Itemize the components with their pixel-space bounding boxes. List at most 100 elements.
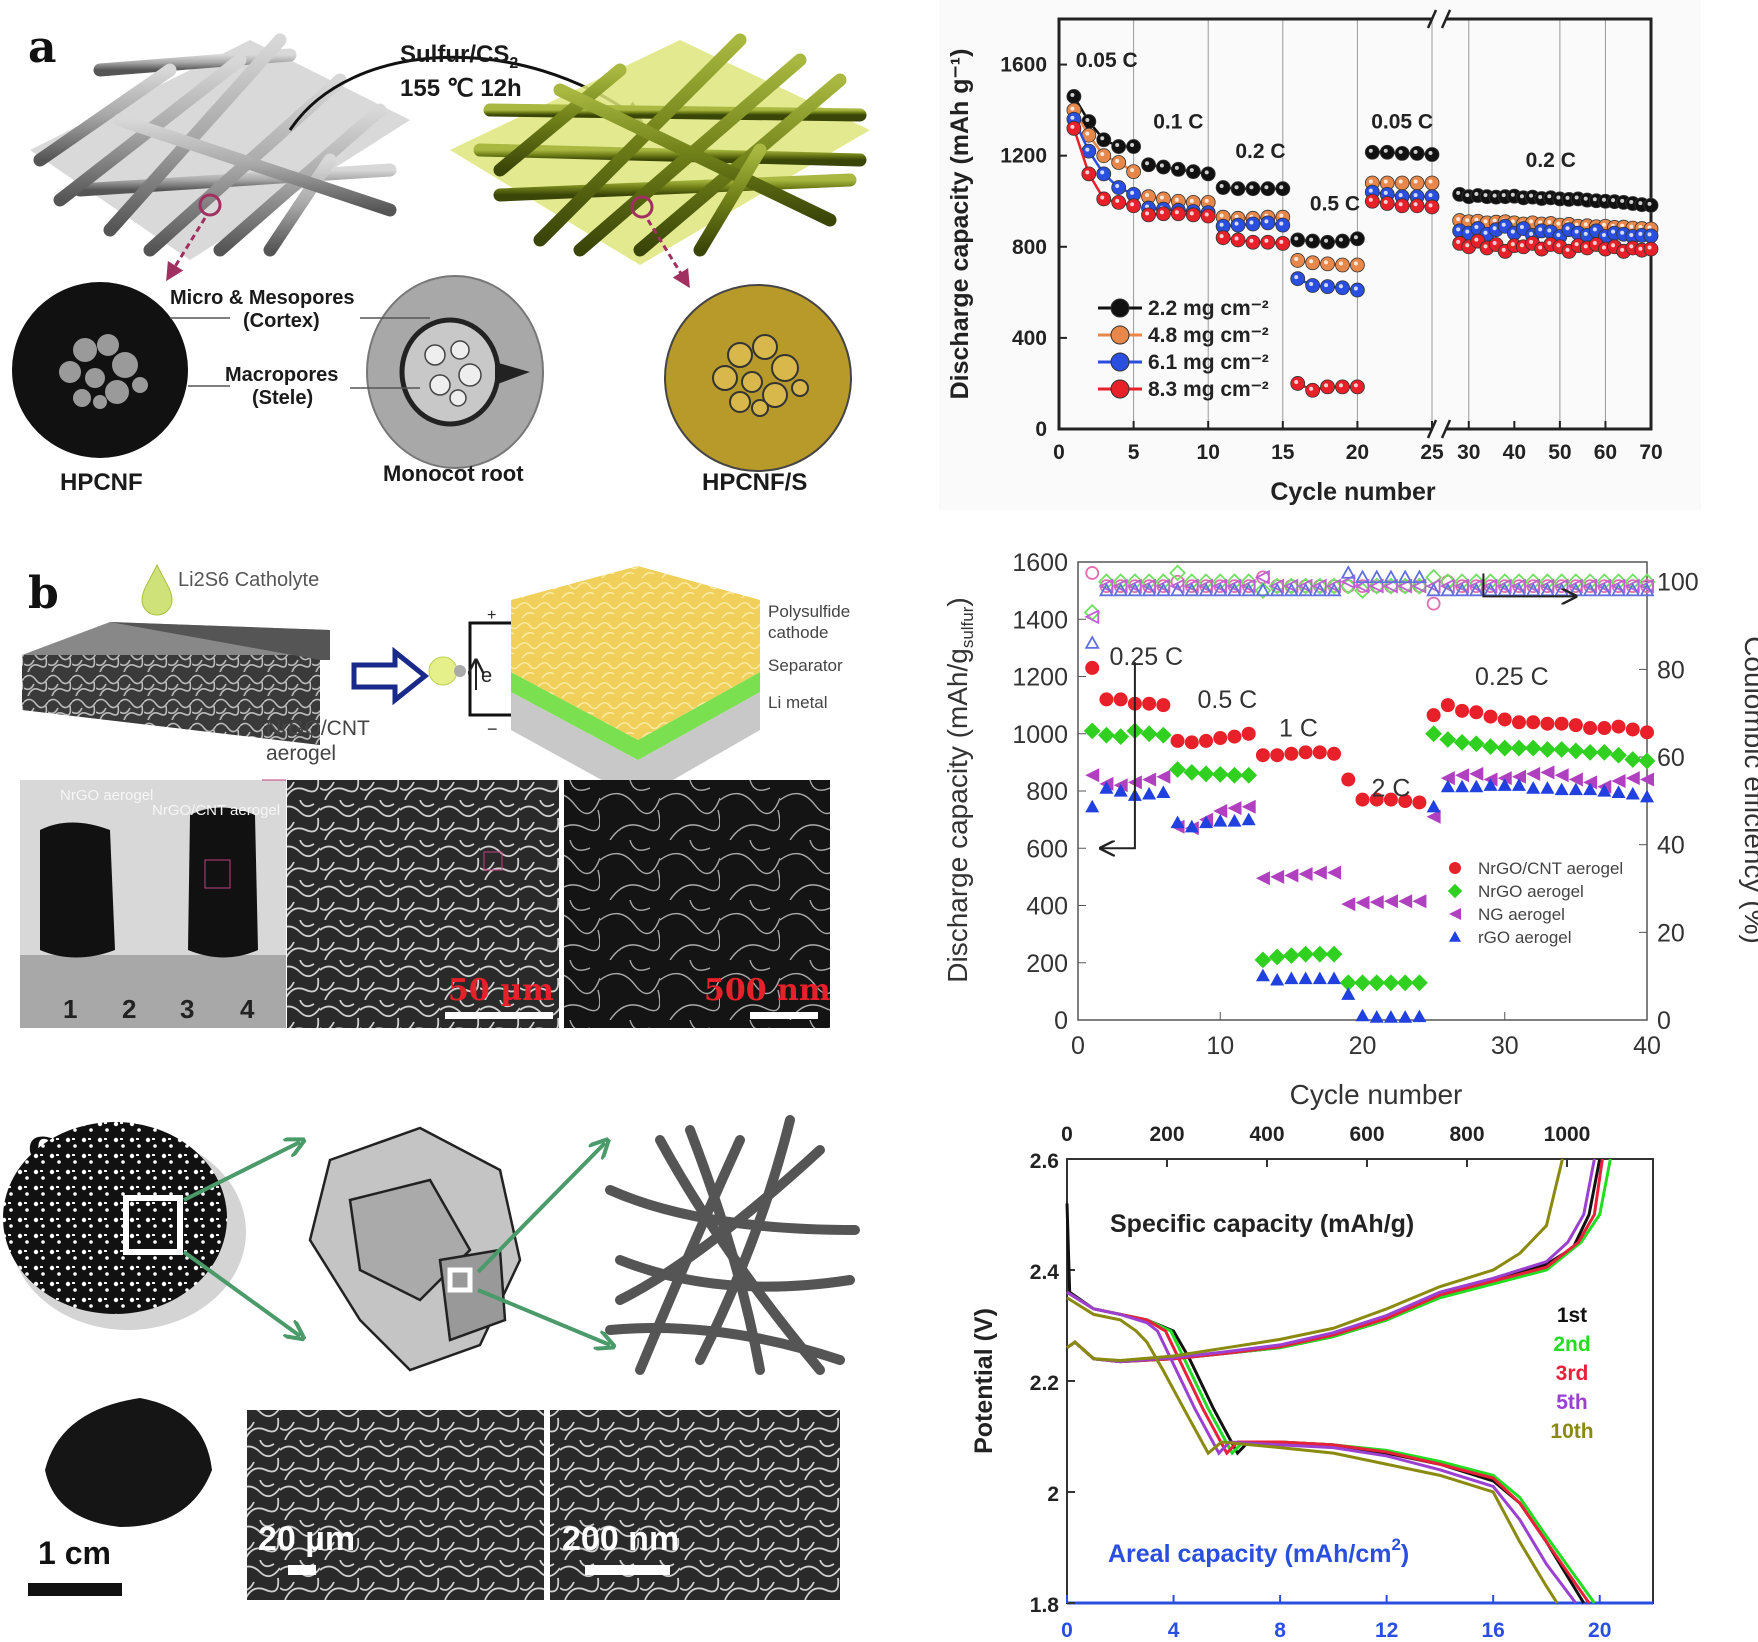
x2-tick-label: 400 xyxy=(1249,1123,1284,1146)
data-point-highlight xyxy=(1519,243,1524,248)
legend-label: NrGO/CNT aerogel xyxy=(1478,859,1623,878)
data-point-highlight xyxy=(1219,184,1224,189)
hpcnf-cross-section xyxy=(12,282,188,458)
data-point xyxy=(1320,256,1335,272)
data-point xyxy=(1305,233,1321,249)
data-point-highlight xyxy=(1100,136,1105,141)
data-point xyxy=(1510,739,1528,757)
data-point xyxy=(1526,766,1541,781)
data-point xyxy=(1142,696,1157,711)
data-point-highlight xyxy=(1279,239,1284,244)
data-point xyxy=(1341,987,1356,1000)
data-point-highlight xyxy=(1556,243,1561,248)
rate-annotation: 0.25 C xyxy=(1109,643,1183,671)
scale-label-500nm: 500 nm xyxy=(704,973,831,1008)
ce-point xyxy=(1282,577,1300,595)
data-point-highlight xyxy=(1219,222,1224,227)
data-point xyxy=(1396,974,1414,992)
data-point xyxy=(1142,786,1157,800)
data-point-highlight xyxy=(1465,218,1470,223)
data-point xyxy=(1568,718,1583,733)
ce-point xyxy=(1497,582,1513,597)
legend-label: 3rd xyxy=(1556,1362,1589,1385)
data-point-highlight xyxy=(1428,179,1433,184)
data-point xyxy=(1610,746,1627,764)
data-point-highlight xyxy=(1529,239,1534,244)
data-point-highlight xyxy=(1547,241,1552,245)
rate-annotation: 0.05 C xyxy=(1371,110,1433,133)
data-point xyxy=(1440,771,1455,786)
reaction-condition-2: 155 ℃ 12h xyxy=(400,75,522,102)
data-point-highlight xyxy=(1611,229,1616,234)
data-point xyxy=(1611,719,1626,734)
data-point xyxy=(1096,191,1112,207)
plus-sign: + xyxy=(487,607,496,624)
rate-annotation: 2 C xyxy=(1371,775,1410,803)
ce-point xyxy=(1169,564,1187,582)
ce-point xyxy=(1340,574,1356,590)
data-point-highlight xyxy=(1574,242,1579,247)
data-point xyxy=(1184,735,1199,750)
ce-point xyxy=(1254,569,1270,585)
series-3 xyxy=(1066,120,1659,398)
ce-point xyxy=(1368,577,1386,595)
data-point-highlight xyxy=(1583,222,1588,227)
ce-point xyxy=(1369,569,1385,584)
data-point-highlight xyxy=(1529,193,1534,198)
y-tick-label: 1.8 xyxy=(1030,1594,1060,1617)
rate-annotation: 0.2 C xyxy=(1235,140,1285,163)
ce-point xyxy=(1411,569,1427,584)
y-tick-label: 2 xyxy=(1047,1483,1059,1506)
y-tick-label: 1200 xyxy=(1000,145,1047,168)
legend-label: rGO aerogel xyxy=(1478,928,1572,947)
ce-point xyxy=(1396,577,1414,595)
ce-point xyxy=(1141,582,1157,597)
data-point xyxy=(1583,775,1598,790)
y-tick-label: 1600 xyxy=(1000,54,1047,77)
hpcnf-s-cross-section xyxy=(664,284,852,472)
legend-label: 2.2 mg cm⁻² xyxy=(1148,297,1269,320)
data-point-highlight xyxy=(1501,247,1506,252)
data-point-highlight xyxy=(1492,226,1497,231)
data-point xyxy=(1439,731,1457,748)
data-point-highlight xyxy=(1294,256,1299,261)
data-point xyxy=(1335,257,1350,273)
data-point xyxy=(1524,739,1542,757)
data-point xyxy=(1409,145,1425,161)
data-point-highlight xyxy=(1538,194,1543,199)
axis-break-mark xyxy=(1440,9,1452,29)
data-point-highlight xyxy=(1279,213,1284,218)
data-point-highlight xyxy=(1456,227,1461,232)
data-point xyxy=(1325,945,1343,963)
data-point-highlight xyxy=(1085,131,1090,136)
data-point xyxy=(1496,739,1514,757)
data-point-highlight xyxy=(1510,242,1515,247)
data-point xyxy=(1398,894,1413,909)
data-point xyxy=(1290,376,1306,391)
data-point xyxy=(1230,181,1246,197)
data-point xyxy=(1341,897,1356,912)
data-point-highlight xyxy=(1601,233,1606,238)
data-point-highlight xyxy=(1234,236,1239,241)
y2-tick-label: 100 xyxy=(1657,569,1699,597)
axis-break-mark xyxy=(1440,419,1452,439)
data-point-highlight xyxy=(1145,161,1150,166)
data-point xyxy=(1197,765,1215,783)
y2-axis-label: Coulombic efficiency (%) xyxy=(1739,636,1758,944)
data-point xyxy=(1540,716,1555,731)
data-point-highlight xyxy=(1583,231,1588,236)
ce-point xyxy=(1382,577,1400,595)
label-stele: (Stele) xyxy=(252,387,313,409)
data-point-highlight xyxy=(1234,221,1239,226)
y-tick-label: 600 xyxy=(1026,835,1068,863)
panel-label-a: a xyxy=(28,22,57,73)
ce-point xyxy=(1212,582,1228,597)
data-point-highlight xyxy=(1510,192,1515,197)
data-point xyxy=(1409,198,1425,214)
data-point xyxy=(1066,120,1082,136)
bottom-axis-title: Areal capacity (mAh/cm2) xyxy=(1108,1535,1409,1568)
battery-cell xyxy=(511,566,760,800)
panel-b-illustration: b Li2S6 Catholyte NrGO/CNT aerogel + − e… xyxy=(20,563,850,1028)
x-tick-label: 10 xyxy=(1197,441,1220,464)
data-point-highlight xyxy=(1465,193,1470,198)
